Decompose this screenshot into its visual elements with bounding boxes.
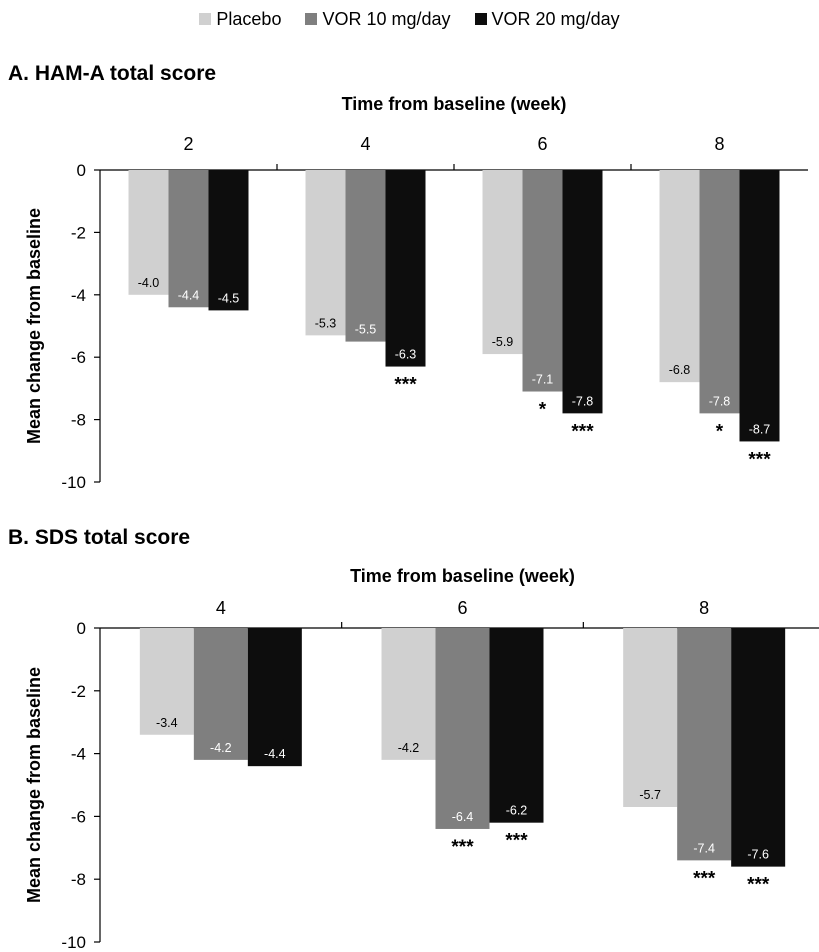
bar-vor-10-mg-day (677, 628, 732, 861)
bar-value-label: -3.4 (156, 716, 178, 730)
y-tick-label: -10 (61, 473, 86, 492)
bar-placebo (381, 628, 436, 760)
bar-vor-10-mg-day (522, 170, 563, 392)
x-category-label: 6 (537, 134, 547, 154)
bar-vor-10-mg-day (168, 170, 209, 308)
legend-item-vor10: VOR 10 mg/day (305, 8, 451, 30)
y-tick-label: -6 (71, 807, 86, 826)
bar-value-label: -6.4 (452, 810, 474, 824)
y-tick-label: -6 (71, 348, 86, 367)
bar-value-label: -5.5 (355, 323, 377, 337)
bar-placebo (659, 170, 700, 383)
legend-item-vor20: VOR 20 mg/day (474, 8, 620, 30)
bar-placebo (305, 170, 346, 336)
bar-placebo (623, 628, 678, 807)
y-tick-label: -4 (71, 286, 86, 305)
y-tick-label: 0 (77, 619, 86, 638)
legend-label-vor20: VOR 20 mg/day (491, 8, 620, 29)
bar-value-label: -6.8 (669, 363, 691, 377)
bar-value-label: -8.7 (749, 422, 771, 436)
ham-a-chart: Time from baseline (week) Mean change fro… (24, 94, 808, 492)
legend-label-vor10: VOR 10 mg/day (322, 8, 451, 29)
legend-swatch-vor20 (474, 13, 487, 25)
x-category-label: 2 (183, 134, 193, 154)
legend-swatch-vor10 (305, 13, 318, 25)
legend-label-placebo: Placebo (216, 8, 282, 29)
bar-vor-20-mg-day (731, 628, 786, 867)
bar-value-label: -4.0 (138, 276, 160, 290)
significance-marker: * (716, 421, 724, 442)
significance-marker: *** (748, 449, 771, 470)
significance-marker: *** (451, 837, 474, 858)
bar-vor-10-mg-day (345, 170, 386, 342)
panel-b-title: B. SDS total score (8, 526, 191, 549)
bar-value-label: -5.7 (639, 788, 661, 802)
bar-value-label: -5.3 (315, 316, 337, 330)
x-axis-title: Time from baseline (week) (342, 94, 567, 114)
y-axis-title: Mean change from baseline (24, 667, 44, 903)
significance-marker: *** (747, 875, 770, 896)
bar-value-label: -6.3 (395, 348, 417, 362)
bar-placebo (482, 170, 523, 355)
y-tick-label: -2 (71, 223, 86, 242)
y-tick-label: -8 (71, 411, 86, 430)
bar-value-label: -4.2 (398, 741, 420, 755)
significance-marker: *** (571, 421, 594, 442)
bar-vor-10-mg-day (699, 170, 740, 414)
bar-vor-10-mg-day (435, 628, 490, 829)
x-category-label: 8 (699, 598, 709, 618)
bar-value-label: -5.9 (492, 335, 514, 349)
x-category-label: 6 (457, 598, 467, 618)
bar-value-label: -7.4 (693, 841, 715, 855)
bar-value-label: -6.2 (506, 804, 528, 818)
bar-value-label: -7.1 (532, 373, 554, 387)
bar-placebo (128, 170, 169, 295)
y-axis-title: Mean change from baseline (24, 208, 44, 444)
x-category-label: 4 (360, 134, 370, 154)
bar-value-label: -7.6 (747, 848, 769, 862)
bar-value-label: -4.5 (218, 291, 240, 305)
bar-vor-20-mg-day (208, 170, 249, 311)
panel-a-title: A. HAM-A total score (8, 62, 217, 85)
bar-vor-20-mg-day (247, 628, 302, 767)
bar-value-label: -7.8 (709, 394, 731, 408)
bar-vor-10-mg-day (193, 628, 248, 760)
significance-marker: *** (693, 868, 716, 889)
sds-chart: Time from baseline (week) Mean change fro… (24, 566, 819, 952)
significance-marker: *** (505, 831, 528, 852)
x-category-label: 8 (714, 134, 724, 154)
x-category-label: 4 (216, 598, 226, 618)
y-tick-label: -8 (71, 870, 86, 889)
bar-value-label: -4.4 (178, 288, 200, 302)
significance-marker: * (539, 400, 547, 421)
bar-vor-20-mg-day (562, 170, 603, 414)
y-tick-label: -4 (71, 745, 86, 764)
bar-vor-20-mg-day (385, 170, 426, 367)
chart-legend: Placebo VOR 10 mg/day VOR 20 mg/day (0, 6, 819, 32)
bar-vor-20-mg-day (739, 170, 780, 442)
x-axis-title: Time from baseline (week) (350, 566, 575, 586)
legend-swatch-placebo (199, 13, 212, 25)
bar-vor-20-mg-day (489, 628, 544, 823)
bar-value-label: -7.8 (572, 394, 594, 408)
significance-marker: *** (394, 375, 417, 396)
y-tick-label: -2 (71, 682, 86, 701)
bar-value-label: -4.2 (210, 741, 232, 755)
y-tick-label: 0 (77, 161, 86, 180)
bar-value-label: -4.4 (264, 747, 286, 761)
bar-placebo (139, 628, 194, 735)
legend-item-placebo: Placebo (199, 9, 281, 30)
y-tick-label: -10 (61, 933, 86, 952)
